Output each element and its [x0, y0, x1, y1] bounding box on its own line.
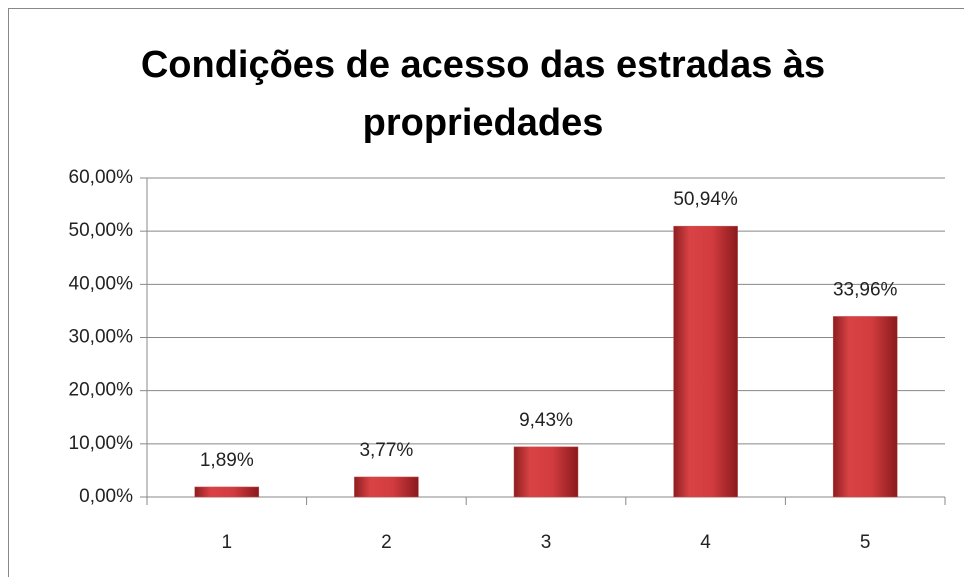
- chart-title: Condições de acesso das estradas às prop…: [140, 44, 826, 144]
- y-tick-label: 20,00%: [69, 380, 134, 401]
- y-tick-label: 10,00%: [69, 433, 134, 454]
- x-tick-label: 1: [222, 532, 233, 553]
- data-label: 50,94%: [673, 189, 738, 210]
- data-label: 1,89%: [200, 450, 254, 471]
- bar: [194, 486, 260, 498]
- x-tick-label: 5: [860, 532, 871, 553]
- x-tick-label: 2: [381, 532, 392, 553]
- y-tick-label: 0,00%: [79, 486, 133, 507]
- data-label: 3,77%: [359, 440, 413, 461]
- x-tick-label: 4: [700, 532, 711, 553]
- y-tick-label: 50,00%: [69, 220, 134, 241]
- data-label: 9,43%: [519, 410, 573, 431]
- bar: [354, 476, 419, 498]
- y-tick-label: 30,00%: [69, 327, 134, 348]
- data-label: 33,96%: [833, 279, 898, 300]
- bar: [513, 446, 579, 498]
- y-tick-label: 60,00%: [69, 167, 134, 188]
- y-tick-label: 40,00%: [69, 273, 134, 294]
- bar: [832, 316, 898, 498]
- chart-frame: [8, 8, 964, 577]
- bar: [673, 225, 738, 498]
- x-tick-label: 3: [541, 532, 552, 553]
